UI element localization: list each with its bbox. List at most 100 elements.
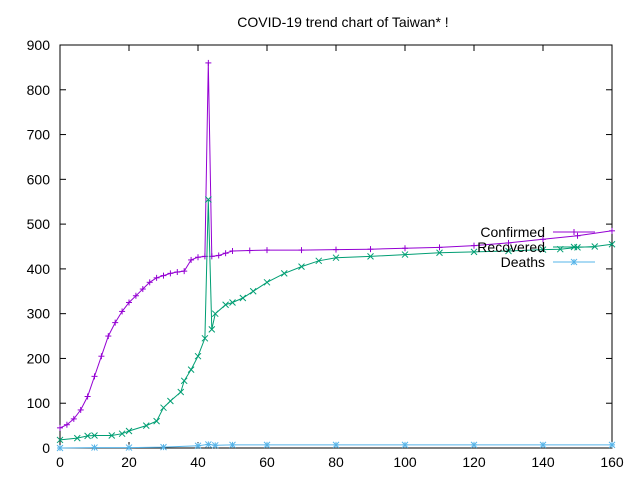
data-point-confirmed [229, 247, 236, 254]
data-point-confirmed [98, 353, 105, 360]
data-point-confirmed [105, 333, 112, 340]
y-tick-label: 300 [27, 306, 51, 322]
data-point-confirmed [112, 319, 119, 326]
x-tick-label: 160 [600, 454, 624, 470]
chart-title: COVID-19 trend chart of Taiwan* ! [237, 14, 448, 30]
data-point-recovered [187, 366, 195, 373]
data-point-confirmed [436, 244, 443, 251]
x-tick-label: 60 [259, 454, 275, 470]
data-point-recovered [194, 352, 202, 360]
axis-ticks: 0 20 40 60 80 100 120 140 160 0 100 200 300 400 500 600… [27, 37, 624, 470]
x-tick-label: 40 [190, 454, 206, 470]
data-point-recovered [108, 432, 116, 439]
legend-marker-recovered [570, 243, 578, 251]
data-point-confirmed [146, 279, 153, 286]
data-point-recovered [208, 325, 216, 333]
data-point-confirmed [153, 274, 160, 281]
x-tick-label: 140 [531, 454, 555, 470]
data-point-confirmed [505, 239, 512, 246]
data-point-recovered [505, 247, 512, 255]
data-point-recovered [160, 404, 167, 412]
y-tick-label: 200 [27, 350, 51, 366]
data-point-recovered [332, 254, 340, 262]
data-point-deaths [470, 441, 478, 449]
data-point-confirmed [84, 393, 91, 400]
data-point-confirmed [57, 424, 63, 431]
y-tick-label: 100 [27, 395, 51, 411]
data-point-recovered [211, 310, 219, 318]
data-point-deaths [194, 442, 202, 450]
x-tick-label: 20 [121, 454, 137, 470]
data-point-recovered [436, 249, 443, 257]
data-point-confirmed [160, 272, 167, 279]
y-tick-label: 600 [27, 171, 51, 187]
data-point-recovered [56, 436, 64, 444]
data-point-confirmed [222, 250, 229, 257]
data-point-recovered [401, 251, 409, 258]
data-point-recovered [249, 287, 257, 295]
data-point-recovered [263, 278, 271, 286]
y-tick-label: 800 [27, 82, 51, 98]
data-point-recovered [239, 294, 247, 302]
data-point-recovered [180, 377, 188, 385]
data-point-confirmed [246, 247, 253, 254]
data-point-recovered [153, 417, 160, 425]
data-point-recovered [315, 257, 323, 265]
data-point-confirmed [139, 286, 146, 293]
data-point-deaths [263, 441, 271, 449]
data-point-recovered [73, 434, 81, 442]
data-point-recovered [222, 301, 229, 309]
data-point-recovered [125, 427, 133, 435]
data-point-recovered [367, 252, 374, 260]
legend-label-confirmed: Confirmed [480, 224, 545, 240]
data-point-confirmed [132, 292, 139, 299]
data-point-confirmed [195, 254, 201, 261]
data-point-confirmed [126, 299, 132, 306]
data-point-recovered [539, 246, 547, 253]
series-layer [56, 59, 616, 452]
data-point-confirmed [167, 270, 174, 277]
data-point-confirmed [174, 269, 181, 276]
data-point-recovered [229, 299, 236, 306]
data-point-recovered [201, 334, 209, 342]
data-point-confirmed [119, 308, 126, 315]
data-point-confirmed [609, 227, 615, 234]
data-point-confirmed [367, 246, 374, 253]
y-tick-label: 0 [42, 440, 50, 456]
legend-label-deaths: Deaths [501, 254, 545, 270]
y-tick-label: 400 [27, 261, 51, 277]
x-tick-label: 120 [462, 454, 486, 470]
data-point-deaths [401, 441, 409, 449]
data-point-deaths [160, 443, 167, 451]
data-point-confirmed [402, 245, 408, 252]
data-point-confirmed [205, 59, 212, 66]
data-point-confirmed [574, 232, 581, 239]
data-point-recovered [608, 240, 616, 248]
y-tick-label: 500 [27, 216, 51, 232]
series-line-recovered [59, 199, 613, 441]
y-tick-label: 900 [27, 37, 51, 53]
series-line-deaths [59, 443, 612, 449]
data-point-confirmed [188, 256, 195, 263]
data-point-deaths [125, 444, 133, 451]
data-point-recovered [204, 196, 212, 203]
data-point-confirmed [91, 373, 98, 380]
legend-marker-confirmed [571, 229, 577, 235]
data-point-confirmed [333, 246, 339, 253]
data-point-deaths [56, 444, 64, 452]
data-point-deaths [211, 441, 219, 449]
data-point-deaths [229, 441, 236, 449]
data-point-recovered [167, 397, 174, 405]
y-tick-label: 700 [27, 127, 51, 143]
data-point-recovered [280, 270, 288, 277]
data-point-confirmed [77, 406, 84, 413]
data-point-confirmed [215, 252, 222, 259]
data-point-recovered [177, 388, 185, 396]
data-point-deaths [539, 441, 547, 449]
data-point-recovered [298, 263, 305, 271]
data-point-deaths [204, 441, 212, 448]
data-point-recovered [84, 432, 91, 440]
data-point-confirmed [264, 247, 270, 254]
